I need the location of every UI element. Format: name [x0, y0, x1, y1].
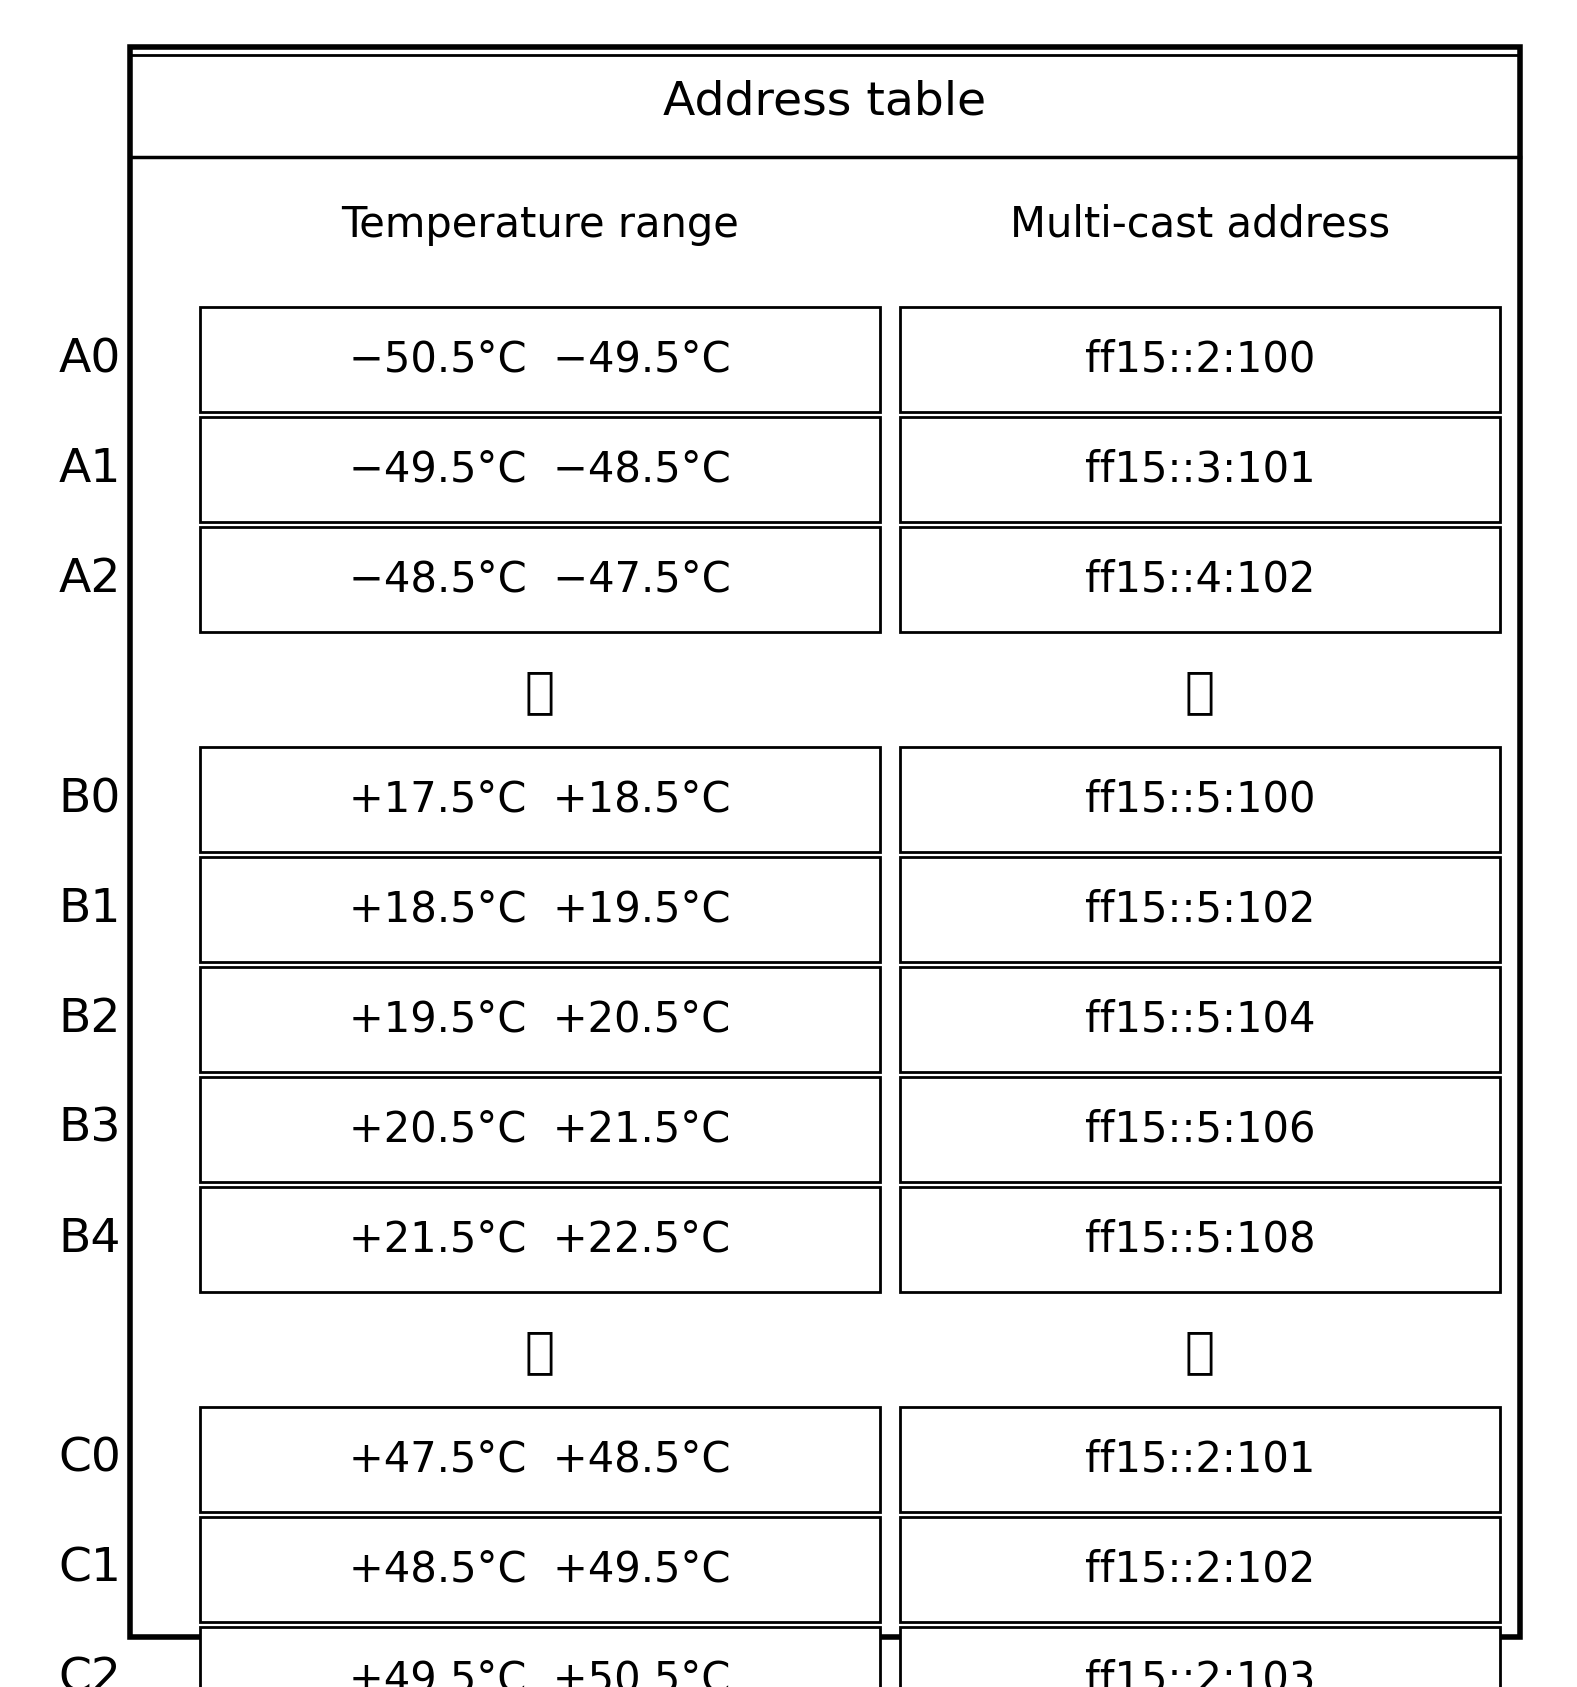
Bar [200, 1407, 880, 1512]
Bar [200, 857, 880, 962]
Text: ff15::3:101: ff15::3:101 [1085, 449, 1315, 491]
Text: B2: B2 [58, 997, 121, 1043]
Text: C0: C0 [58, 1437, 121, 1481]
Text: −49.5°C  −48.5°C: −49.5°C −48.5°C [349, 449, 730, 491]
Bar [200, 967, 880, 1071]
Text: +18.5°C  +19.5°C: +18.5°C +19.5°C [349, 889, 730, 931]
Bar [200, 417, 880, 521]
Text: A1: A1 [58, 447, 121, 493]
Text: +21.5°C  +22.5°C: +21.5°C +22.5°C [350, 1218, 730, 1260]
Text: ff15::5:104: ff15::5:104 [1085, 999, 1315, 1041]
Text: −50.5°C  −49.5°C: −50.5°C −49.5°C [349, 339, 730, 381]
Text: +49.5°C  +50.5°C: +49.5°C +50.5°C [350, 1658, 730, 1687]
Text: −48.5°C  −47.5°C: −48.5°C −47.5°C [349, 558, 730, 601]
Text: A2: A2 [58, 557, 121, 602]
Text: ⋮: ⋮ [1184, 1328, 1214, 1377]
Text: +47.5°C  +48.5°C: +47.5°C +48.5°C [349, 1439, 730, 1481]
Text: Multi-cast address: Multi-cast address [1009, 204, 1389, 246]
Bar [200, 1076, 880, 1183]
Bar [200, 1626, 880, 1687]
Bar [900, 1407, 1500, 1512]
Bar [129, 47, 1520, 1636]
Bar [900, 1626, 1500, 1687]
Text: A0: A0 [58, 337, 121, 381]
Text: B3: B3 [58, 1107, 121, 1152]
Text: ff15::4:102: ff15::4:102 [1085, 558, 1315, 601]
Text: ff15::2:103: ff15::2:103 [1085, 1658, 1315, 1687]
Text: ff15::2:102: ff15::2:102 [1085, 1549, 1315, 1591]
Text: ⋮: ⋮ [1184, 668, 1214, 717]
Text: ff15::5:106: ff15::5:106 [1085, 1108, 1315, 1151]
Bar [900, 857, 1500, 962]
Text: ff15::5:108: ff15::5:108 [1085, 1218, 1315, 1260]
Text: ff15::5:100: ff15::5:100 [1085, 778, 1315, 820]
Bar [900, 747, 1500, 852]
Text: C2: C2 [58, 1657, 121, 1687]
Text: ff15::2:100: ff15::2:100 [1085, 339, 1315, 381]
Text: B4: B4 [58, 1216, 121, 1262]
Text: ff15::5:102: ff15::5:102 [1085, 889, 1315, 931]
Bar [900, 1517, 1500, 1621]
Bar [200, 307, 880, 412]
Bar [900, 526, 1500, 633]
Bar [900, 967, 1500, 1071]
Bar [200, 1517, 880, 1621]
Text: C1: C1 [58, 1547, 121, 1593]
Text: +20.5°C  +21.5°C: +20.5°C +21.5°C [350, 1108, 730, 1151]
Text: B0: B0 [58, 778, 121, 822]
Text: ⋮: ⋮ [525, 1328, 555, 1377]
Text: Address table: Address table [664, 79, 987, 125]
Bar [900, 417, 1500, 521]
Text: Temperature range: Temperature range [341, 204, 740, 246]
Text: B1: B1 [58, 887, 121, 931]
Text: +17.5°C  +18.5°C: +17.5°C +18.5°C [349, 778, 730, 820]
Text: +19.5°C  +20.5°C: +19.5°C +20.5°C [350, 999, 730, 1041]
Text: +48.5°C  +49.5°C: +48.5°C +49.5°C [349, 1549, 730, 1591]
Text: ff15::2:101: ff15::2:101 [1085, 1439, 1315, 1481]
Bar [900, 1076, 1500, 1183]
Text: ⋮: ⋮ [525, 668, 555, 717]
Bar [200, 526, 880, 633]
Bar [200, 1188, 880, 1292]
Bar [200, 747, 880, 852]
Bar [900, 307, 1500, 412]
Bar [900, 1188, 1500, 1292]
